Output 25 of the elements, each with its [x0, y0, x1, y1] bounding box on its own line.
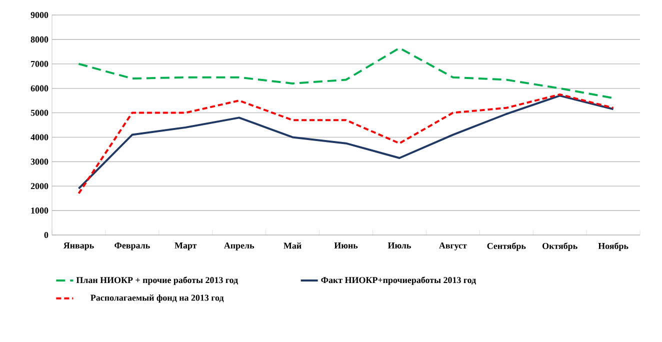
x-tick-label: Июль: [388, 242, 411, 248]
x-tick-label: Апрель: [224, 242, 254, 250]
x-tick-label: Ноябрь: [598, 242, 628, 251]
x-tick-label: Октябрь: [542, 242, 578, 251]
y-tick-label: 5000: [30, 110, 48, 116]
y-tick-label: 4000: [30, 134, 48, 140]
y-tick-label: 2000: [30, 183, 48, 190]
y-tick-label: 8000: [30, 36, 48, 42]
x-tick-label: Март: [174, 242, 197, 250]
legend-label: План НИОКР + прочие работы 2013 год: [76, 276, 238, 285]
y-tick-label: 1000: [31, 208, 48, 214]
y-tick-label: 0: [44, 232, 48, 238]
legend-label: Факт НИОКР+прочиеработы 2013 год: [321, 276, 476, 285]
y-tick-label: 6000: [30, 85, 48, 92]
line-series: [78, 47, 614, 100]
x-tick-label: Февраль: [114, 242, 150, 250]
x-tick-label: Сентябрь: [487, 242, 526, 251]
legend-label: Располагаемый фонд на 2013 год: [90, 294, 224, 303]
y-tick-label: 7000: [31, 60, 48, 67]
x-tick-label: Январь: [63, 242, 94, 250]
y-tick-label: 9000: [30, 12, 48, 18]
x-tick-label: Май: [284, 242, 302, 249]
x-tick-label: Июнь: [334, 242, 358, 248]
x-tick-label: Август: [439, 242, 467, 250]
y-tick-label: 3000: [30, 158, 48, 165]
